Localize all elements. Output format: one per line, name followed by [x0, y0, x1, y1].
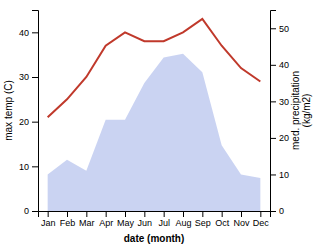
- tick: 30: [19, 72, 38, 82]
- tick-label: 30: [19, 72, 29, 82]
- tick-mark: [270, 138, 276, 139]
- tick: Dec: [253, 211, 270, 228]
- chart: Jan FebMar Apr MayJun Jul Aug Sep OctNovDec 0 10 2…: [0, 0, 318, 247]
- tick: Jun: [138, 211, 153, 228]
- y2-axis-title: med. precipitation(kg/m2): [290, 71, 312, 150]
- tick: Nov: [233, 211, 250, 228]
- tick-label: 40: [19, 28, 29, 38]
- tick: 40: [270, 60, 289, 70]
- tick-label: 10: [279, 170, 289, 180]
- tick-label: Mar: [79, 218, 95, 228]
- plot-root: Jan FebMar Apr MayJun Jul Aug Sep OctNovDec 0 10 2…: [19, 11, 289, 229]
- tick-mark: [106, 211, 107, 217]
- tick-mark: [270, 28, 276, 29]
- axis-line: [32, 11, 39, 212]
- tick: 40: [19, 28, 38, 38]
- tick-mark: [125, 211, 126, 217]
- x-axis-title: date (month): [124, 233, 185, 244]
- tick-mark: [270, 174, 276, 175]
- tick-mark: [32, 166, 38, 167]
- tick-mark: [260, 211, 261, 217]
- tick: May: [117, 211, 135, 228]
- tick-label: Dec: [253, 218, 270, 228]
- tick: Jan: [41, 211, 56, 228]
- tick: Aug: [175, 211, 191, 228]
- y2-axis-title-line: (kg/m2): [301, 94, 312, 128]
- tick: Feb: [60, 211, 76, 228]
- y2-axis-title-line: med. precipitation: [290, 71, 301, 150]
- tick-label: Oct: [215, 218, 230, 228]
- tick: 30: [270, 97, 289, 107]
- tick: Mar: [79, 211, 95, 228]
- tick-mark: [32, 32, 38, 33]
- y2-axis: 0 10 20 30 40 50: [270, 11, 289, 217]
- tick-mark: [202, 211, 203, 217]
- tick: 10: [19, 162, 38, 172]
- tick-mark: [183, 211, 184, 217]
- tick-label: Feb: [60, 218, 76, 228]
- tick: 20: [19, 117, 38, 127]
- tick: 20: [270, 133, 289, 143]
- tick-label: Nov: [233, 218, 250, 228]
- tick-mark: [164, 211, 165, 217]
- tick-mark: [86, 211, 87, 217]
- tick-mark: [48, 211, 49, 217]
- tick-mark: [144, 211, 145, 217]
- tick-label: Apr: [99, 218, 113, 228]
- temperature-line: [48, 19, 261, 117]
- tick-label: Aug: [175, 218, 191, 228]
- tick-label: Jun: [138, 218, 153, 228]
- x-axis: Jan FebMar Apr MayJun Jul Aug Sep OctNovDec: [39, 211, 271, 228]
- tick: 0: [270, 206, 284, 216]
- y-axis: 0 10 20 30 40: [19, 11, 39, 217]
- tick-label: 40: [279, 60, 289, 70]
- tick: 50: [270, 24, 289, 34]
- tick-mark: [222, 211, 223, 217]
- tick-label: Sep: [195, 218, 211, 228]
- y-axis-title: max temp (C): [3, 80, 14, 141]
- tick: Apr: [99, 211, 113, 228]
- tick-label: 30: [279, 97, 289, 107]
- plot-area: [48, 19, 261, 211]
- tick-label: 20: [279, 133, 289, 143]
- tick: Jul: [158, 211, 170, 228]
- axis-line: [271, 11, 277, 212]
- tick: 10: [270, 170, 289, 180]
- tick-mark: [32, 77, 38, 78]
- tick: Sep: [195, 211, 211, 228]
- tick-mark: [241, 211, 242, 217]
- tick-label: Jan: [41, 218, 56, 228]
- tick-mark: [270, 211, 276, 212]
- tick: 0: [24, 206, 38, 216]
- tick-label: Jul: [158, 218, 170, 228]
- tick-mark: [270, 65, 276, 66]
- tick-label: 0: [279, 206, 284, 216]
- tick-mark: [32, 211, 38, 212]
- axis-line: [39, 212, 271, 218]
- tick-label: 10: [19, 162, 29, 172]
- tick-mark: [32, 122, 38, 123]
- tick-label: 0: [24, 206, 29, 216]
- tick-label: 50: [279, 24, 289, 34]
- tick-label: 20: [19, 117, 29, 127]
- tick-mark: [67, 211, 68, 217]
- tick-label: May: [117, 218, 135, 228]
- tick-mark: [270, 101, 276, 102]
- tick: Oct: [215, 211, 230, 228]
- precipitation-area: [48, 54, 261, 211]
